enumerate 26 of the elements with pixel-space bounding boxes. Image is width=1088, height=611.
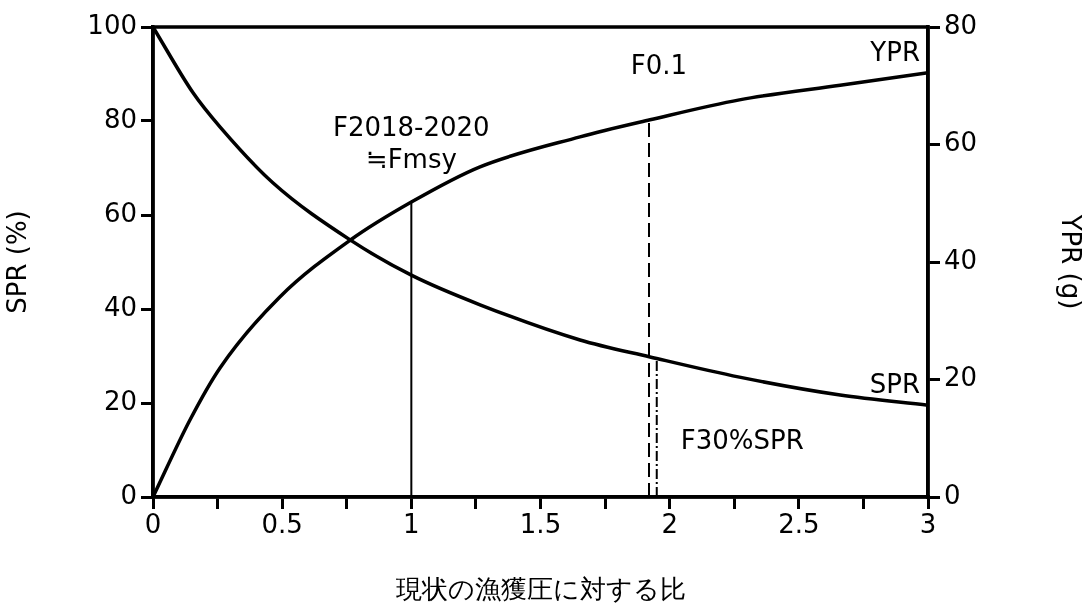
x-tick-label: 2 <box>661 509 678 540</box>
y-tick-label: 100 <box>87 9 137 40</box>
x-tick-label: 0 <box>144 509 162 540</box>
x-tick-label: 3 <box>919 509 937 540</box>
y-tick-label: 40 <box>103 291 137 322</box>
y-tick-label: 0 <box>120 479 137 510</box>
y2-axis-title: YPR (g) <box>1055 213 1086 310</box>
x-tick-label: 1.5 <box>519 509 562 540</box>
y-tick-label: 20 <box>103 385 137 416</box>
x-tick-label: 0.5 <box>261 509 303 540</box>
y2-tick-label: 80 <box>944 9 978 40</box>
x-tick-label: 2.5 <box>778 509 820 540</box>
x-axis-title: 現状の漁獲圧に対する比 <box>395 574 686 605</box>
y2-tick-label: 60 <box>944 127 978 158</box>
y2-tick-label: 40 <box>944 244 978 275</box>
ref-line-label: F30%SPR <box>680 425 804 455</box>
series-label: YPR <box>869 36 920 67</box>
series-label: SPR <box>869 369 920 400</box>
y2-tick-label: 20 <box>944 362 978 393</box>
ref-line-label: F0.1 <box>630 50 688 81</box>
ref-line-label: F2018-2020 ≒Fmsy <box>332 112 490 175</box>
y-tick-label: 80 <box>103 103 137 134</box>
y-axis-title: SPR (%) <box>2 210 33 314</box>
y2-tick-label: 0 <box>944 479 961 510</box>
x-tick-label: 1 <box>403 509 420 540</box>
y-tick-label: 60 <box>103 197 137 228</box>
